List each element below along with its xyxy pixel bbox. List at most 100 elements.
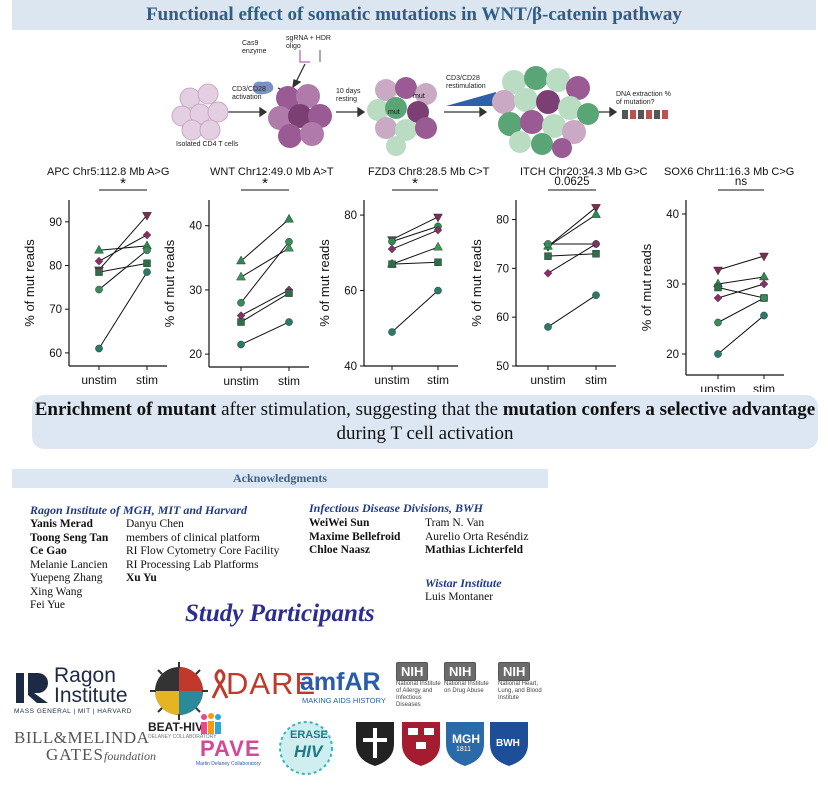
paired-line xyxy=(391,229,439,250)
beathiv-sub: DELANEY COLLABORATORY xyxy=(148,734,217,740)
chart-title: SOX6 Chr11:16.3 Mb C>G xyxy=(664,166,794,178)
x-tick-label: stim xyxy=(427,373,449,387)
paired-line xyxy=(547,214,597,247)
paired-line xyxy=(98,214,148,271)
ragon-names-column-1: Yanis Merad Toong Seng Tan Ce Gao Melanie L… xyxy=(30,518,108,613)
data-point xyxy=(433,241,443,251)
bwh-heading: Infectious Disease Divisions, BWH xyxy=(309,501,484,515)
data-point xyxy=(543,268,553,278)
x-tick-label: stim xyxy=(585,373,607,387)
data-point xyxy=(285,289,293,297)
name-entry: Xing Wang xyxy=(30,585,83,598)
data-point xyxy=(237,340,245,349)
bwh-logo-text: BWH xyxy=(496,738,520,749)
significance-label: * xyxy=(120,175,126,192)
ragon-logo-line2: Institute xyxy=(54,684,128,707)
x-tick-label: unstim xyxy=(374,373,409,387)
harvard-shield-icon xyxy=(402,722,440,766)
sgrna-icon xyxy=(299,50,321,63)
paired-line xyxy=(98,262,148,273)
wistar-heading: Wistar Institute xyxy=(425,576,502,590)
gates-line1: BILL&MELINDA xyxy=(14,728,150,747)
bwh-names-column-1: WeiWei Sun Maxime Bellefroid Chloe Naasz xyxy=(309,517,400,558)
name-entry: Tram N. Van xyxy=(425,517,485,529)
arrow-icon xyxy=(226,63,618,118)
puzzle-virus-logo xyxy=(150,662,208,720)
data-point xyxy=(388,237,396,246)
nih-badge: NIH xyxy=(444,662,477,681)
paired-line xyxy=(391,225,439,242)
chart-panel: ITCH Chr20:34.3 Mb G>C 50 60 70 80 unstim stim… xyxy=(469,166,648,387)
amfar-logo-sub: MAKING AIDS HISTORY xyxy=(302,696,386,705)
y-axis-label: % of mut reads xyxy=(639,243,654,331)
data-point xyxy=(284,213,294,223)
paired-line xyxy=(547,206,597,247)
name-entry: Yanis Merad xyxy=(30,518,93,530)
name-entry: Ce Gao xyxy=(30,545,67,557)
y-tick-label: 60 xyxy=(49,348,62,360)
data-point xyxy=(544,240,552,248)
chart-title: ITCH Chr20:34.3 Mb G>C xyxy=(520,166,648,178)
data-point xyxy=(388,328,396,336)
data-point xyxy=(142,230,152,240)
restimulated-cells-icon xyxy=(492,66,599,158)
name-entry: Yuepeng Zhang xyxy=(30,572,103,584)
ragon-institute-heading: Ragon Institute of MGH, MIT and Harvard xyxy=(30,503,248,517)
x-tick-label: unstim xyxy=(530,373,565,387)
data-point xyxy=(237,318,245,326)
paired-line xyxy=(717,297,765,323)
ragon-mark-icon xyxy=(16,673,48,703)
summary-bold-1: Enrichment of mutant xyxy=(34,399,217,420)
x-tick-label: unstim xyxy=(81,373,116,387)
y-tick-label: 30 xyxy=(189,285,202,297)
paired-line xyxy=(547,253,597,257)
chart-title: FZD3 Chr8:28.5 Mb C>T xyxy=(368,166,490,178)
y-tick-label: 80 xyxy=(496,215,509,227)
activation-label: CD3/CD28 activation xyxy=(232,86,266,101)
data-point xyxy=(143,259,151,268)
name-entry: Toong Seng Tan xyxy=(30,531,109,544)
name-entry: Maxime Bellefroid xyxy=(309,530,401,543)
name-entry: members of clinical platform xyxy=(126,531,260,544)
paired-line xyxy=(547,294,597,328)
data-point xyxy=(95,285,103,294)
erase-line2: HIV xyxy=(294,742,323,761)
paired-line xyxy=(547,243,597,274)
data-point xyxy=(285,237,293,246)
isolated-cells-label: Isolated CD4 T cells xyxy=(176,141,239,148)
mut-label: mut xyxy=(388,109,400,116)
chart-panel: WNT Chr12:49.0 Mb A>T 20 30 40 unstim stim % o… xyxy=(162,166,334,388)
gates-line2: GATES xyxy=(46,745,104,764)
data-point xyxy=(759,252,769,262)
name-entry: Fei Yue xyxy=(30,599,66,611)
name-entry: Xu Yu xyxy=(126,572,157,584)
study-participants-heading: Study Participants xyxy=(185,600,375,627)
acknowledgments-heading: Acknowledgments xyxy=(232,471,327,485)
paired-line xyxy=(391,216,439,241)
mut-label: mut xyxy=(413,93,425,100)
data-point xyxy=(759,279,769,289)
data-point xyxy=(760,294,768,302)
significance-label: 0.0625 xyxy=(554,176,589,188)
mgh-line2: 1811 xyxy=(456,746,472,753)
nih-niaid-sub: National Institute of Allergy and Infect… xyxy=(396,681,441,708)
paired-line xyxy=(98,249,148,290)
significance-label: ns xyxy=(735,176,747,188)
paired-line xyxy=(240,321,290,345)
data-point xyxy=(591,239,601,249)
red-ribbon-icon xyxy=(211,668,229,699)
erase-line1: ERASE xyxy=(290,729,328,741)
name-entry: Danyu Chen xyxy=(126,518,184,530)
data-point xyxy=(94,256,104,266)
data-point xyxy=(591,204,601,213)
isolated-cells-icon xyxy=(171,83,229,141)
data-point xyxy=(236,255,246,265)
nih-badge: NIH xyxy=(396,662,429,681)
pave-logo: PAVE xyxy=(200,736,261,761)
paired-line xyxy=(391,290,439,333)
nih-niaid-logo: NIH National Institute of Allergy and In… xyxy=(396,662,444,709)
x-tick-label: unstim xyxy=(223,374,258,388)
cas9-label: Cas9 enzyme xyxy=(242,40,267,55)
name-entry: Mathias Lichterfeld xyxy=(425,544,524,556)
ragon-names-column-2: Danyu Chen members of clinical platform RI… xyxy=(126,518,279,586)
